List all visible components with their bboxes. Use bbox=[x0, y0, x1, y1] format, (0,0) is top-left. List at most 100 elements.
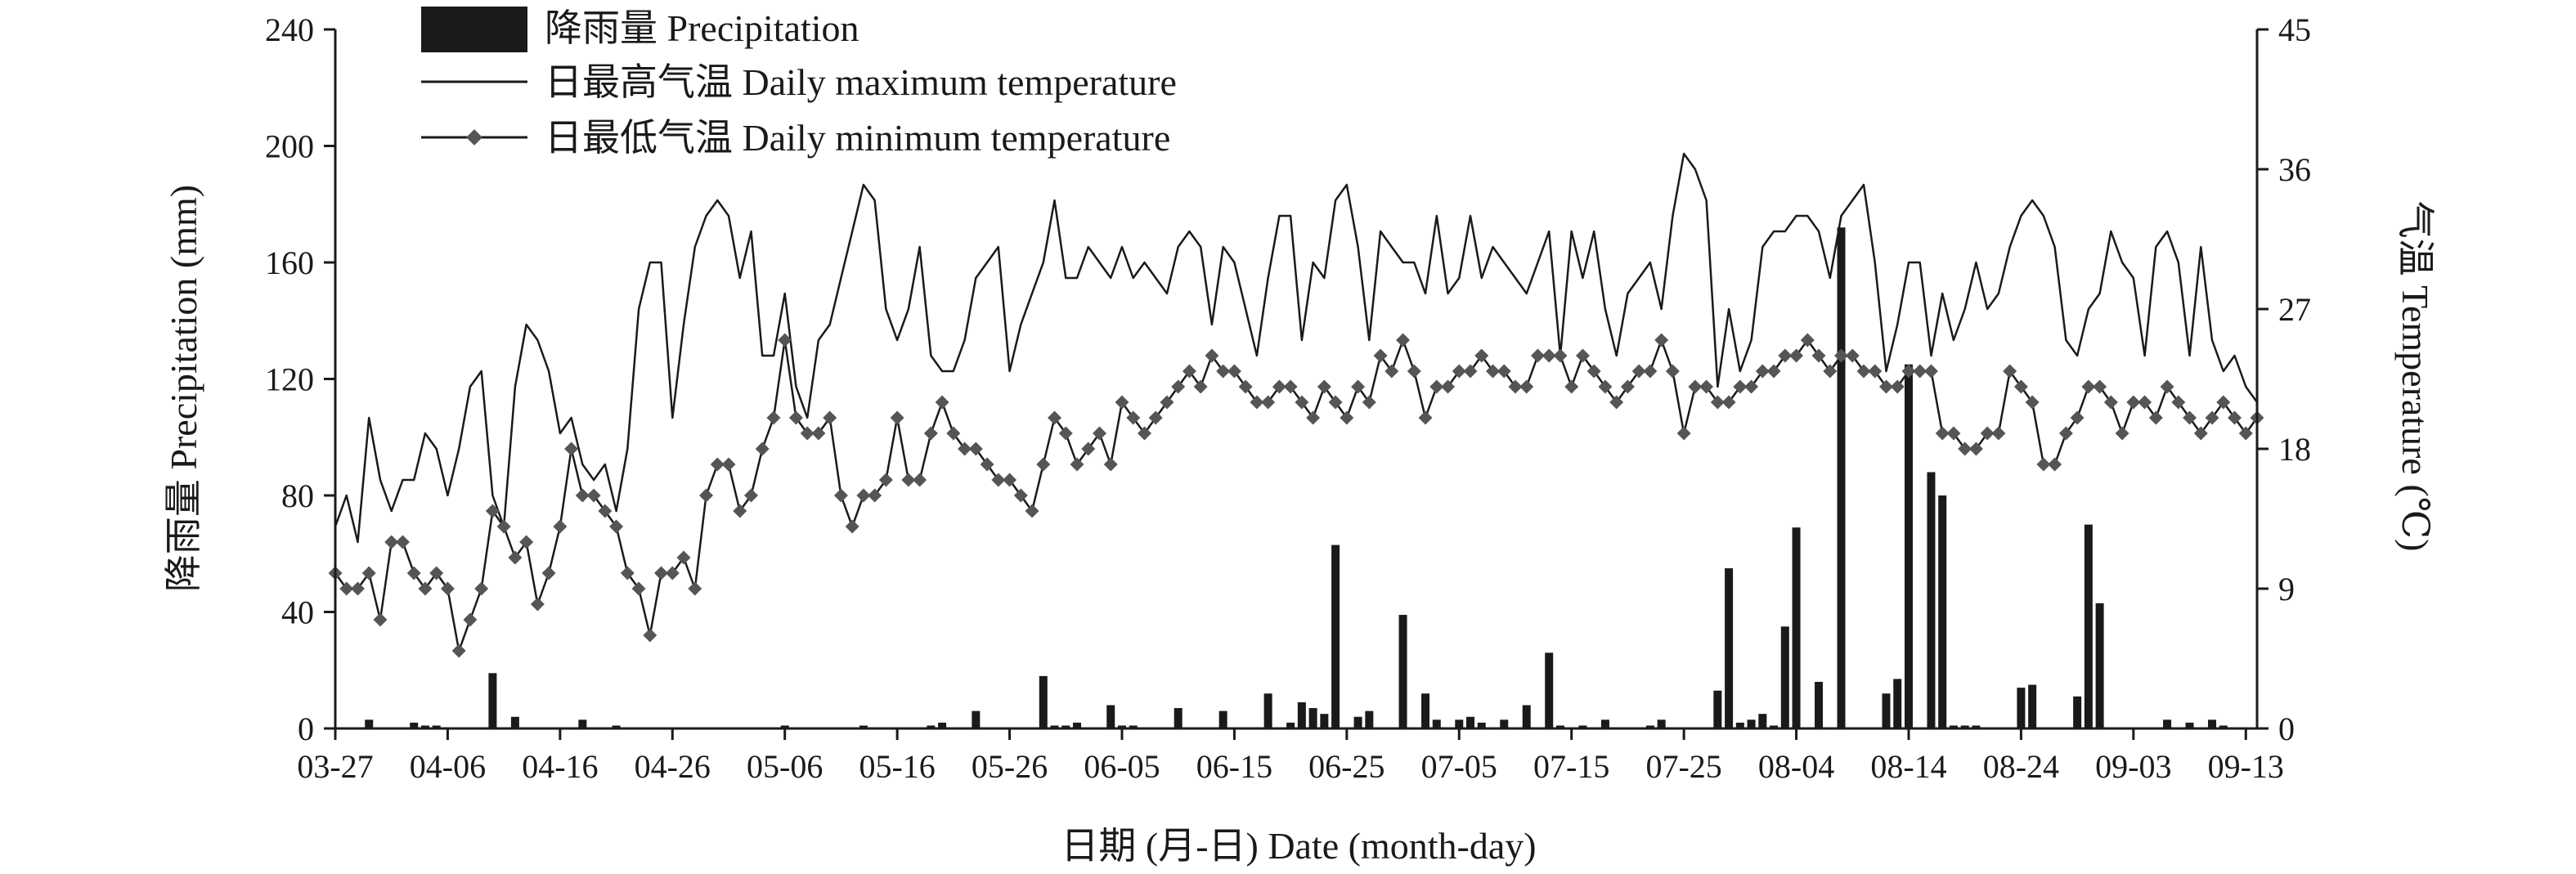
tmin-marker bbox=[676, 550, 691, 565]
precip-bar bbox=[1747, 719, 1756, 728]
tmin-marker bbox=[1789, 348, 1804, 363]
precip-bar bbox=[1578, 725, 1587, 728]
y-right-tick-label: 0 bbox=[2278, 710, 2295, 747]
precip-bar bbox=[1061, 725, 1070, 728]
tmin-marker bbox=[384, 535, 399, 549]
tmin-marker bbox=[2183, 410, 2197, 425]
y-right-tick-label: 9 bbox=[2278, 571, 2295, 607]
precip-bar bbox=[938, 722, 947, 728]
precip-bar bbox=[2084, 524, 2093, 728]
precip-bar bbox=[2073, 696, 2082, 728]
tmin-marker bbox=[778, 333, 792, 347]
tmin-marker bbox=[620, 566, 635, 580]
tmin-marker bbox=[2036, 457, 2051, 472]
tmin-marker bbox=[1115, 395, 1129, 410]
tmin-marker bbox=[1003, 473, 1017, 487]
tmin-marker bbox=[1081, 441, 1096, 456]
tmin-marker bbox=[1418, 410, 1433, 425]
tmin-marker bbox=[575, 488, 590, 503]
tmin-marker bbox=[2228, 410, 2242, 425]
precip-bar bbox=[1129, 725, 1138, 728]
tmin-marker bbox=[958, 441, 972, 456]
tmin-marker bbox=[1328, 395, 1343, 410]
precip-bar bbox=[1927, 472, 1936, 728]
tmin-marker bbox=[868, 488, 882, 503]
tmin-marker bbox=[890, 410, 904, 425]
tmin-marker bbox=[1407, 364, 1421, 379]
precip-bar bbox=[1600, 719, 1609, 728]
x-tick-label: 05-26 bbox=[972, 748, 1048, 785]
x-tick-label: 04-06 bbox=[410, 748, 486, 785]
tmin-marker bbox=[339, 581, 354, 596]
tmin-marker bbox=[1923, 364, 1938, 379]
tmin-marker bbox=[1643, 364, 1658, 379]
tmin-marker bbox=[923, 426, 938, 441]
precip-bar bbox=[1398, 615, 1407, 728]
precip-bar bbox=[1770, 725, 1779, 728]
precip-bar bbox=[1218, 710, 1227, 728]
precip-bar bbox=[1050, 725, 1059, 728]
precip-bar bbox=[780, 725, 789, 728]
tmin-marker bbox=[2205, 410, 2219, 425]
x-axis-title: 日期 (月-日) Date (month-day) bbox=[1061, 825, 1536, 867]
precip-bar bbox=[1837, 227, 1846, 728]
tmin-marker bbox=[1744, 379, 1759, 394]
y-axis-left-title: 降雨量 Precipitation (mm) bbox=[163, 185, 204, 592]
y-left-tick-label: 0 bbox=[298, 710, 314, 747]
tmin-marker bbox=[1384, 364, 1399, 379]
tmin-marker bbox=[1013, 488, 1028, 503]
tmin-marker bbox=[519, 535, 534, 549]
x-tick-label: 09-03 bbox=[2095, 748, 2171, 785]
tmax-series-line bbox=[334, 152, 2259, 544]
precip-bar bbox=[1365, 710, 1374, 728]
y-left-tick-label: 120 bbox=[265, 361, 314, 398]
tmin-marker bbox=[1261, 395, 1276, 410]
precip-bar bbox=[1320, 714, 1329, 728]
tmin-marker bbox=[1553, 348, 1568, 363]
precip-bar bbox=[1286, 722, 1295, 728]
y-left-tick-label: 160 bbox=[265, 244, 314, 281]
tmin-marker bbox=[699, 488, 713, 503]
precip-bar bbox=[1308, 708, 1317, 728]
y-axis-right-title: 气温 Temperature (℃) bbox=[2394, 201, 2436, 552]
precip-bar bbox=[1263, 693, 1272, 728]
tmin-series-line bbox=[334, 338, 2259, 652]
precip-bar bbox=[488, 673, 497, 728]
precip-bar bbox=[420, 725, 429, 728]
tmin-marker bbox=[530, 597, 545, 612]
precip-bar bbox=[1949, 725, 1958, 728]
precip-bar bbox=[1960, 725, 1969, 728]
tmin-marker bbox=[1564, 379, 1579, 394]
tmin-marker bbox=[1148, 410, 1163, 425]
tmin-marker bbox=[1980, 426, 1995, 441]
precip-bar bbox=[1545, 652, 1554, 728]
precip-bar bbox=[2219, 725, 2228, 728]
tmin-marker bbox=[1238, 379, 1253, 394]
tmin-marker bbox=[1676, 426, 1691, 441]
tmin-marker bbox=[1721, 395, 1736, 410]
tmin-marker bbox=[878, 473, 893, 487]
precip-bar bbox=[1713, 690, 1722, 728]
tmin-marker bbox=[1340, 410, 1354, 425]
tmin-marker bbox=[688, 581, 702, 596]
tmin-marker bbox=[811, 426, 826, 441]
tmin-marker bbox=[1362, 395, 1376, 410]
tmin-marker bbox=[833, 488, 848, 503]
precip-bar bbox=[1174, 708, 1183, 728]
tmin-marker bbox=[1946, 426, 1961, 441]
tmin-marker bbox=[946, 426, 961, 441]
tmin-marker bbox=[351, 581, 365, 596]
precip-bar bbox=[1815, 682, 1824, 728]
tmin-marker bbox=[553, 519, 568, 534]
tmin-marker bbox=[1193, 379, 1208, 394]
precip-bar bbox=[1938, 495, 1947, 728]
tmin-marker bbox=[1070, 457, 1084, 472]
precip-bar bbox=[432, 725, 441, 728]
precip-bar bbox=[927, 725, 936, 728]
tmin-marker bbox=[2070, 410, 2085, 425]
x-tick-label: 06-15 bbox=[1196, 748, 1272, 785]
precip-bar bbox=[2017, 688, 2026, 728]
tmin-marker bbox=[451, 643, 466, 658]
precip-bar bbox=[859, 725, 868, 728]
precip-bar bbox=[510, 716, 519, 728]
